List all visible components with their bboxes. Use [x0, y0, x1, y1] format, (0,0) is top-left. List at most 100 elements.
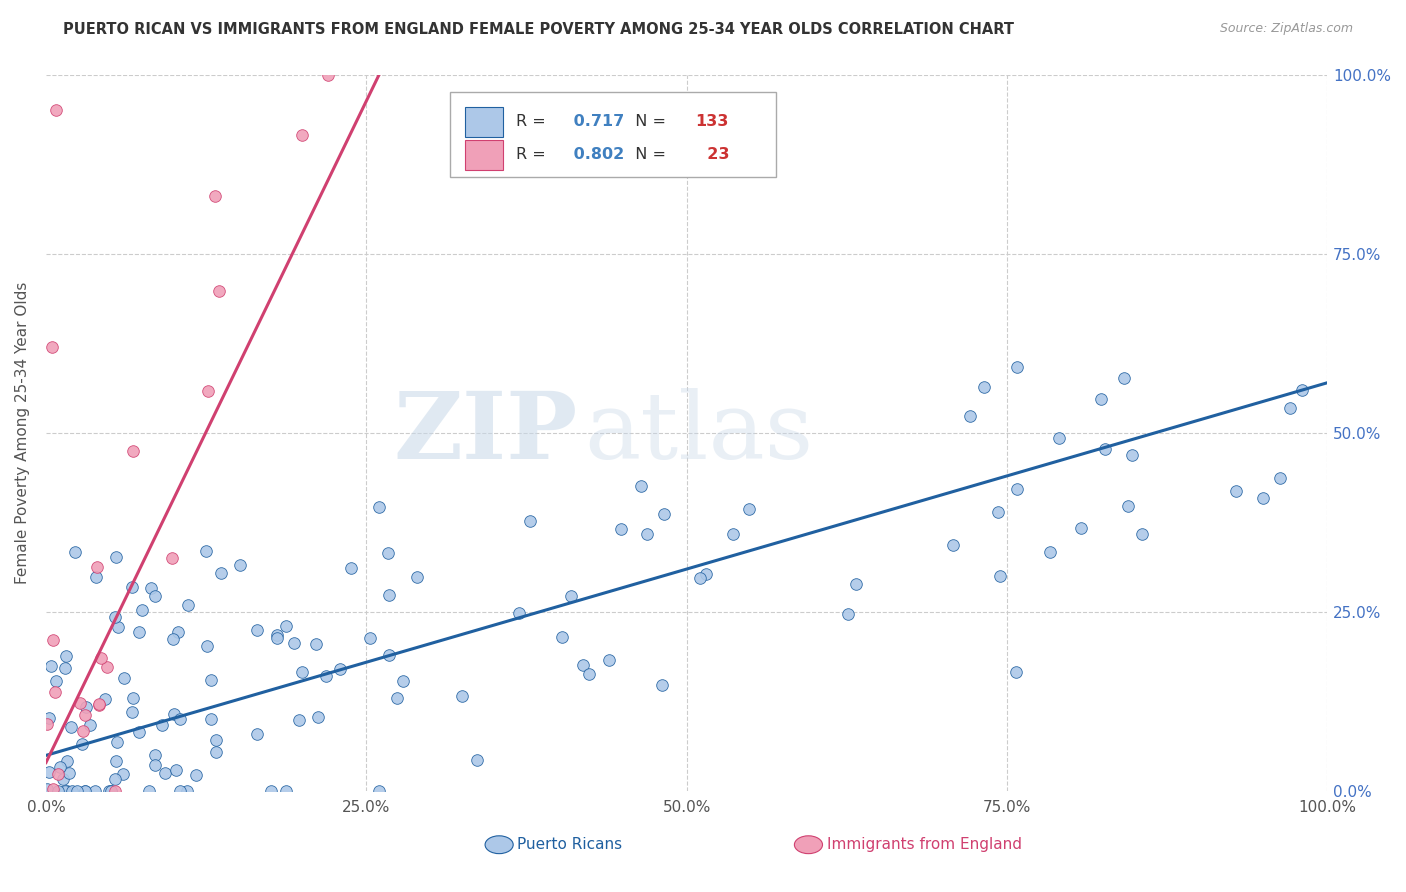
Point	[305, 637, 328, 651]
Point	[560, 589, 582, 603]
Text: 0.717: 0.717	[568, 114, 624, 129]
Point	[128, 725, 150, 739]
Point	[38, 765, 60, 780]
Point	[141, 582, 163, 596]
Point	[184, 767, 207, 781]
Point	[1130, 526, 1153, 541]
Point	[94, 691, 117, 706]
Point	[105, 754, 128, 768]
Point	[377, 546, 399, 560]
Point	[1090, 392, 1112, 406]
Point	[609, 522, 631, 536]
Point	[572, 657, 595, 672]
Point	[1291, 384, 1313, 398]
Point	[291, 665, 314, 680]
Point	[90, 651, 112, 665]
Point	[104, 610, 127, 624]
Point	[651, 678, 673, 692]
Point	[45, 103, 67, 118]
Point	[58, 765, 80, 780]
Point	[738, 501, 761, 516]
Point	[150, 718, 173, 732]
Point	[1118, 499, 1140, 513]
Point	[1121, 448, 1143, 462]
Point	[205, 733, 228, 747]
Point	[209, 566, 232, 581]
Point	[69, 696, 91, 710]
Point	[165, 763, 187, 777]
Point	[1278, 401, 1301, 415]
Point	[378, 588, 401, 602]
Point	[143, 758, 166, 772]
Point	[367, 784, 389, 798]
Point	[41, 340, 63, 354]
Point	[205, 745, 228, 759]
Point	[121, 580, 143, 594]
Point	[508, 607, 530, 621]
Point	[79, 718, 101, 732]
Point	[1094, 442, 1116, 457]
Point	[162, 551, 184, 566]
Point	[46, 766, 69, 780]
Point	[100, 784, 122, 798]
Point	[316, 68, 339, 82]
Point	[1039, 545, 1062, 559]
Point	[274, 618, 297, 632]
Point	[155, 766, 177, 780]
Point	[550, 630, 572, 644]
Point	[845, 576, 868, 591]
Point	[578, 667, 600, 681]
Point	[105, 549, 128, 564]
Point	[145, 747, 167, 762]
Text: Source: ZipAtlas.com: Source: ZipAtlas.com	[1219, 22, 1353, 36]
Point	[169, 784, 191, 798]
Point	[276, 784, 298, 798]
Point	[60, 720, 83, 734]
Text: Puerto Ricans: Puerto Ricans	[517, 838, 623, 852]
Point	[98, 784, 121, 798]
Point	[959, 409, 981, 423]
Point	[37, 717, 59, 731]
Point	[283, 636, 305, 650]
Text: Immigrants from England: Immigrants from England	[827, 838, 1022, 852]
Text: R =: R =	[516, 114, 551, 129]
Point	[1047, 431, 1070, 445]
Point	[260, 784, 283, 798]
Point	[315, 669, 337, 683]
Point	[652, 507, 675, 521]
Point	[392, 673, 415, 688]
Point	[96, 660, 118, 674]
Point	[53, 784, 76, 798]
Point	[131, 603, 153, 617]
Point	[377, 648, 399, 663]
Point	[72, 737, 94, 751]
Text: R =: R =	[516, 147, 551, 162]
Point	[307, 710, 329, 724]
Point	[73, 784, 96, 798]
Point	[35, 781, 58, 796]
Point	[467, 753, 489, 767]
Point	[121, 705, 143, 719]
Point	[288, 713, 311, 727]
Point	[598, 653, 620, 667]
Point	[75, 700, 97, 714]
Point	[1070, 521, 1092, 535]
Point	[44, 685, 66, 699]
Point	[721, 527, 744, 541]
Point	[246, 624, 269, 638]
Y-axis label: Female Poverty Among 25-34 Year Olds: Female Poverty Among 25-34 Year Olds	[15, 282, 30, 584]
Point	[266, 631, 288, 645]
Point	[56, 754, 79, 768]
Point	[55, 648, 77, 663]
Point	[42, 632, 65, 647]
Point	[329, 662, 352, 676]
Point	[291, 128, 314, 143]
Point	[1005, 360, 1028, 375]
Point	[1225, 484, 1247, 499]
Point	[45, 673, 67, 688]
FancyBboxPatch shape	[465, 140, 503, 169]
Point	[450, 689, 472, 703]
Point	[246, 727, 269, 741]
Point	[107, 619, 129, 633]
Point	[689, 571, 711, 585]
